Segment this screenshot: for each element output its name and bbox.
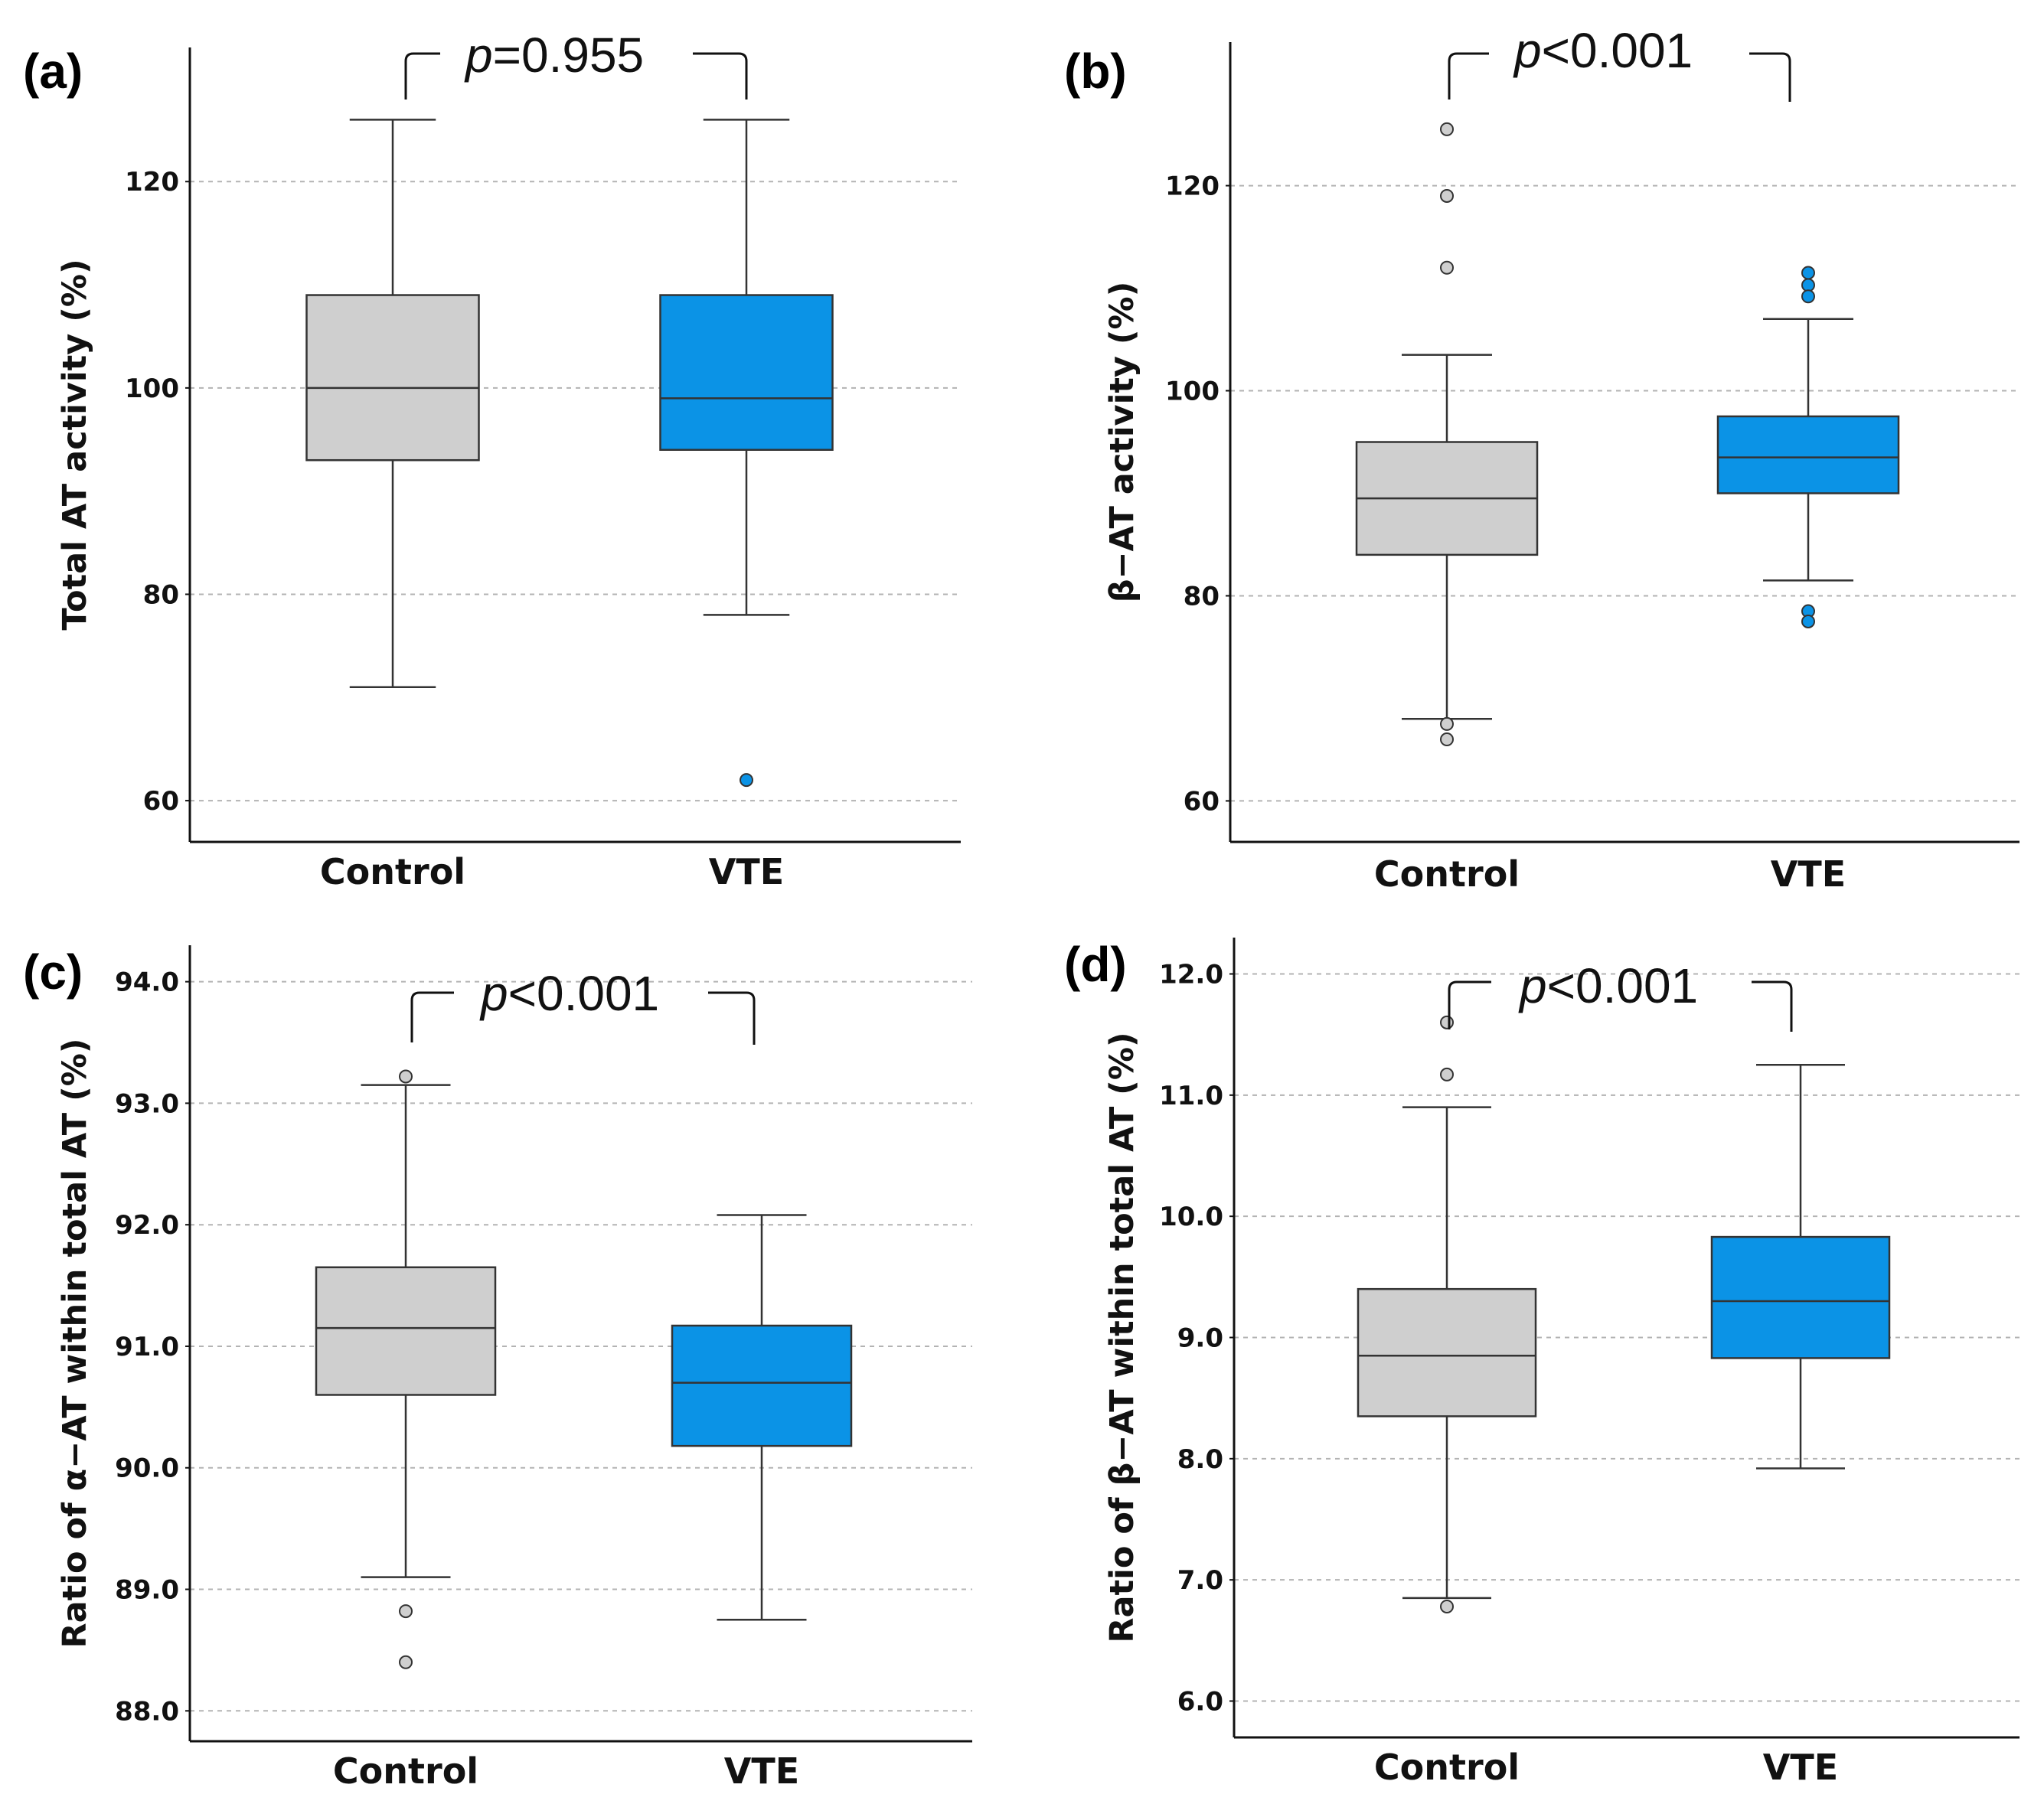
y-tick-label: 89.0 bbox=[115, 1575, 179, 1606]
y-tick-label: 6.0 bbox=[1177, 1687, 1223, 1718]
x-category-label: VTE bbox=[1771, 853, 1846, 895]
x-category-label: Control bbox=[1374, 853, 1520, 895]
panel-label: (d) bbox=[1064, 937, 1127, 992]
panel-label: (c) bbox=[23, 944, 83, 1000]
box-control bbox=[305, 294, 480, 462]
box-vte bbox=[1716, 415, 1900, 494]
y-tick-label: 92.0 bbox=[115, 1210, 179, 1241]
outlier-point bbox=[740, 773, 753, 788]
bracket-left bbox=[404, 52, 440, 99]
p-value-symbol: p bbox=[464, 28, 493, 83]
y-tick-label: 100 bbox=[1165, 377, 1220, 407]
panel-d: 6.0 7.0 8.0 9.0 10.0 11.0 12.0 Ratio of β−AT wi… bbox=[1064, 937, 2020, 1788]
box-vte bbox=[659, 294, 834, 451]
y-tick-label: 80 bbox=[143, 579, 179, 610]
panel-a: 60 80 100 120 Total AT activity (%) (a) Contro… bbox=[23, 28, 961, 892]
p-value-annotation: p<0.001 bbox=[479, 966, 659, 1021]
bracket-right bbox=[1752, 980, 1793, 1032]
bracket-left bbox=[410, 991, 454, 1042]
p-value-text: =0.955 bbox=[493, 28, 645, 83]
y-tick-label: 10.0 bbox=[1159, 1202, 1223, 1232]
box-vte bbox=[671, 1324, 853, 1447]
outlier-point bbox=[1440, 122, 1454, 136]
outlier-point bbox=[1801, 278, 1815, 292]
p-value-text: <0.001 bbox=[1542, 23, 1693, 78]
p-value-annotation: p=0.955 bbox=[464, 28, 644, 83]
x-category-label: Control bbox=[320, 851, 465, 892]
y-tick-label: 120 bbox=[1165, 171, 1220, 202]
box-control bbox=[1357, 1287, 1537, 1417]
x-category-label: Control bbox=[1374, 1747, 1520, 1788]
p-value-text: <0.001 bbox=[508, 966, 660, 1021]
outlier-point bbox=[1801, 266, 1815, 280]
y-tick-label: 7.0 bbox=[1177, 1565, 1223, 1596]
x-category-label: Control bbox=[333, 1750, 478, 1792]
y-axis-label: β−AT activity (%) bbox=[1103, 282, 1141, 603]
y-tick-label: 88.0 bbox=[115, 1696, 179, 1727]
p-value-annotation: p<0.001 bbox=[1513, 23, 1693, 78]
bracket-right bbox=[693, 52, 748, 99]
box-vte bbox=[1710, 1235, 1891, 1359]
x-category-label: VTE bbox=[724, 1750, 799, 1792]
y-tick-label: 120 bbox=[125, 167, 179, 197]
y-tick-label: 12.0 bbox=[1159, 960, 1223, 990]
outlier-point bbox=[1440, 1015, 1454, 1029]
y-tick-label: 91.0 bbox=[115, 1332, 179, 1362]
p-value-symbol: p bbox=[1513, 23, 1542, 78]
p-value-annotation: p<0.001 bbox=[1518, 958, 1698, 1013]
panel-c: 88.0 89.0 90.0 91.0 92.0 93.0 94.0 Ratio of α−A… bbox=[23, 944, 972, 1792]
p-value-text: <0.001 bbox=[1547, 958, 1699, 1013]
p-value-symbol: p bbox=[1518, 958, 1547, 1013]
panel-b: 60 80 100 120 β−AT activity (%) (b) Control VTE… bbox=[1064, 23, 2020, 895]
y-tick-label: 100 bbox=[125, 374, 179, 404]
bracket-right bbox=[708, 991, 756, 1045]
bracket-right bbox=[1749, 52, 1791, 102]
y-tick-label: 60 bbox=[1184, 786, 1220, 817]
y-tick-label: 60 bbox=[143, 786, 179, 817]
bracket-left bbox=[1448, 980, 1491, 1029]
y-axis-label: Ratio of α−AT within total AT (%) bbox=[56, 1039, 94, 1649]
box-control bbox=[315, 1266, 497, 1396]
y-axis-label: Total AT activity (%) bbox=[56, 259, 94, 630]
p-value-symbol: p bbox=[479, 966, 508, 1021]
y-tick-label: 80 bbox=[1184, 581, 1220, 612]
outlier-point bbox=[1801, 614, 1815, 628]
bracket-left bbox=[1448, 52, 1489, 99]
outlier-point bbox=[1440, 1600, 1454, 1613]
outlier-point bbox=[399, 1069, 413, 1084]
y-tick-label: 11.0 bbox=[1159, 1081, 1223, 1111]
y-tick-label: 8.0 bbox=[1177, 1444, 1223, 1475]
outlier-point bbox=[1801, 289, 1815, 304]
outlier-point bbox=[399, 1604, 413, 1619]
outlier-point bbox=[1440, 732, 1454, 747]
x-category-label: VTE bbox=[1763, 1747, 1838, 1788]
panel-label: (b) bbox=[1064, 44, 1127, 99]
outlier-point bbox=[399, 1655, 413, 1669]
y-tick-label: 94.0 bbox=[115, 967, 179, 998]
outlier-point bbox=[1440, 260, 1454, 275]
y-axis-label: Ratio of β−AT within total AT (%) bbox=[1103, 1032, 1141, 1643]
outlier-point bbox=[1440, 1067, 1454, 1081]
panel-label: (a) bbox=[23, 44, 83, 99]
y-tick-label: 93.0 bbox=[115, 1088, 179, 1119]
outlier-point bbox=[1440, 188, 1454, 203]
x-category-label: VTE bbox=[709, 851, 784, 892]
outlier-point bbox=[1440, 716, 1454, 731]
y-tick-label: 90.0 bbox=[115, 1453, 179, 1484]
y-tick-label: 9.0 bbox=[1177, 1323, 1223, 1354]
